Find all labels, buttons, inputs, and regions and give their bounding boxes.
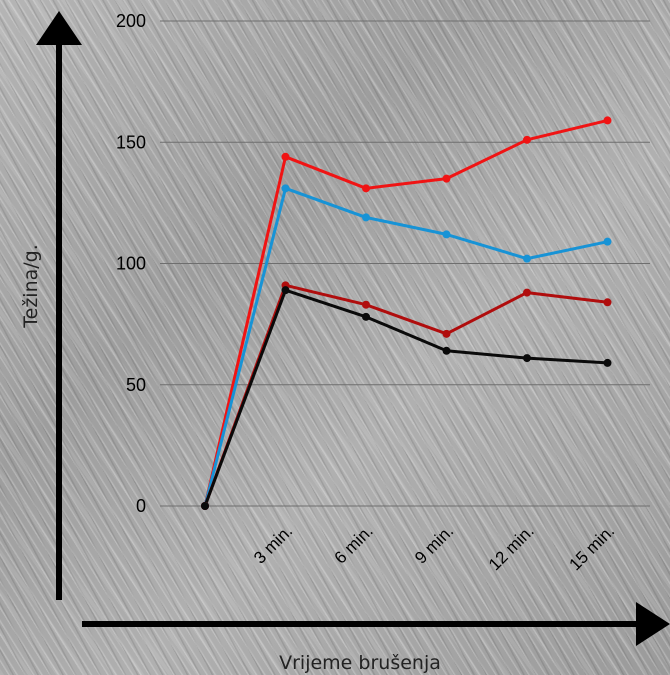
- series-3-point: [603, 298, 612, 307]
- series-3-point: [362, 300, 370, 309]
- series-4-point: [603, 358, 612, 367]
- x-tick-label: 15 min.: [565, 521, 618, 574]
- y-axis-label: Težina/g.: [20, 244, 42, 329]
- series-3-point: [523, 288, 531, 297]
- series-1-point: [281, 152, 290, 161]
- x-tick-label: 9 min.: [411, 521, 457, 567]
- series-line-4: [203, 288, 608, 507]
- series-2-point: [281, 184, 290, 193]
- x-tick-label: 12 min.: [485, 521, 538, 574]
- series-4-point: [523, 354, 531, 363]
- series-4-point: [281, 286, 290, 295]
- series-2-point: [362, 213, 370, 222]
- series-lines: [201, 116, 612, 510]
- series-4-point: [442, 346, 451, 355]
- series-2-point: [523, 254, 531, 263]
- gridlines: [160, 20, 650, 507]
- series-1-point: [523, 135, 531, 144]
- series-1-point: [603, 116, 612, 125]
- y-axis-arrowhead: [36, 11, 82, 45]
- y-axis-ticks: 0 50 100 150 200: [116, 11, 146, 516]
- series-2-point: [442, 230, 451, 239]
- y-tick-label: 150: [116, 132, 146, 152]
- series-line-3: [203, 283, 608, 507]
- series-line-2: [203, 186, 608, 507]
- series-line-1: [203, 118, 608, 507]
- x-axis-ticks: 3 min. 6 min. 9 min. 12 min. 15 min.: [250, 521, 618, 574]
- y-tick-label: 0: [136, 496, 146, 516]
- x-axis-arrowhead: [636, 602, 670, 646]
- series-2-point: [603, 237, 612, 246]
- x-axis-label: Vrijeme brušenja: [279, 652, 441, 674]
- y-tick-label: 100: [116, 254, 146, 274]
- x-tick-label: 6 min.: [331, 521, 377, 567]
- series-1-point: [442, 174, 451, 183]
- y-tick-label: 50: [126, 375, 146, 395]
- series-1-point: [362, 184, 370, 193]
- x-tick-label: 3 min.: [250, 521, 296, 567]
- series-3-point: [442, 329, 451, 338]
- y-tick-label: 200: [116, 11, 146, 31]
- series-4-point: [362, 312, 370, 321]
- series-4-point: [201, 502, 209, 510]
